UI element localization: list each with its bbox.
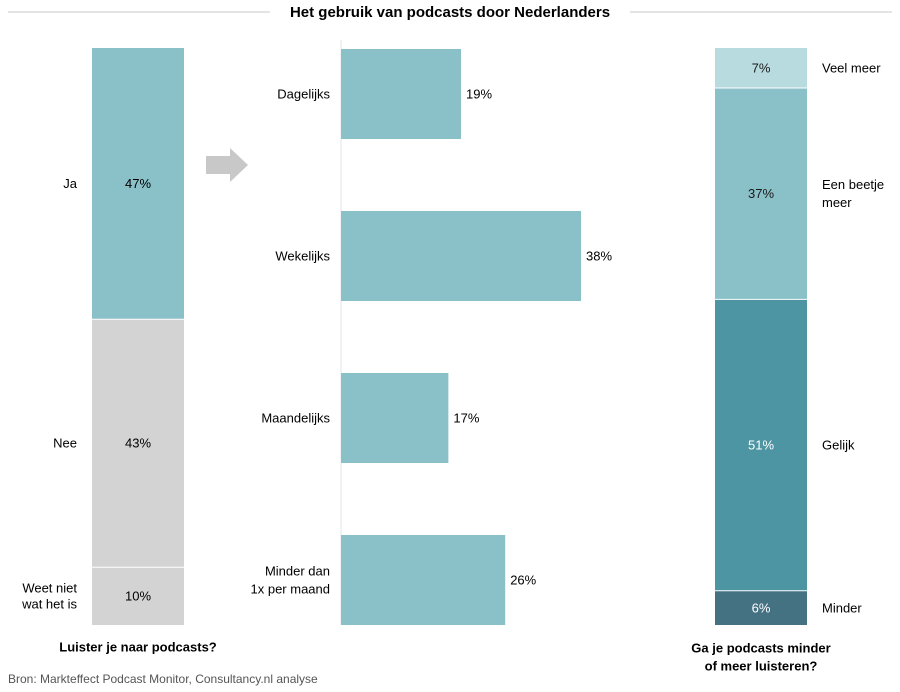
listen-caption: Luister je naar podcasts? (59, 640, 217, 655)
future-category-label: Gelijk (822, 438, 855, 453)
future-segment-een-beetje-meer (715, 87, 807, 300)
frequency-panel: Dagelijks 19% Wekelijks 38% Maandelijks 17% Mi… (251, 40, 612, 625)
frequency-value-label: 17% (453, 411, 479, 426)
chart-title: Het gebruik van podcasts door Nederlande… (290, 4, 610, 21)
frequency-bar-maandelijks (341, 373, 449, 463)
future-value-label: 51% (748, 438, 774, 453)
frequency-bar-dagelijks (341, 49, 461, 139)
listen-category-label: Nee (53, 436, 77, 451)
source-note: Bron: Markteffect Podcast Monitor, Consu… (8, 672, 318, 686)
listen-value-label: 47% (125, 176, 151, 191)
future-category-label: Veel meer (822, 60, 881, 75)
frequency-bar-minder-dan-1x-per-maand (341, 535, 506, 625)
listen-panel: 47% Ja 43% Nee 10% Weet niet wat het is Luister… (21, 48, 217, 655)
future-value-label: 37% (748, 186, 774, 201)
listen-segment-weet-niet-wat-het-is (92, 567, 184, 625)
listen-category-label: Weet niet wat het is (21, 581, 77, 612)
frequency-category-label: Minder dan 1x per maand (251, 564, 331, 597)
frequency-bar-wekelijks (341, 211, 581, 301)
future-segment-minder (715, 590, 807, 625)
future-panel: 7% Veel meer 37% Een beetje meer 51% Gelijk 6% M… (691, 48, 884, 674)
future-caption: Ga je podcasts minder of meer luisteren? (691, 641, 830, 674)
frequency-value-label: 26% (510, 573, 536, 588)
listen-segment-nee (92, 319, 184, 568)
listen-category-label: Ja (63, 176, 78, 191)
listen-segment-ja (92, 48, 184, 320)
listen-value-label: 10% (125, 589, 151, 604)
future-segment-gelijk (715, 299, 807, 591)
future-category-label: Een beetje meer (822, 177, 884, 210)
future-segment-veel-meer (715, 48, 807, 88)
arrow-icon (206, 148, 248, 182)
future-value-label: 6% (752, 600, 771, 615)
listen-value-label: 43% (125, 436, 151, 451)
frequency-value-label: 38% (586, 249, 612, 264)
future-value-label: 7% (752, 60, 771, 75)
frequency-category-label: Maandelijks (261, 411, 330, 426)
frequency-value-label: 19% (466, 87, 492, 102)
future-category-label: Minder (822, 600, 862, 615)
frequency-category-label: Dagelijks (277, 87, 330, 102)
frequency-category-label: Wekelijks (275, 249, 330, 264)
